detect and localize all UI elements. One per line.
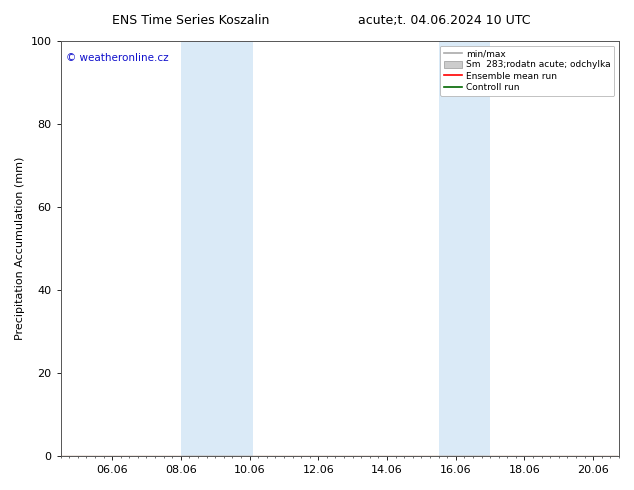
Bar — [181, 41, 253, 456]
Legend: min/max, Sm  283;rodatn acute; odchylka, Ensemble mean run, Controll run: min/max, Sm 283;rodatn acute; odchylka, … — [440, 46, 614, 96]
Bar — [439, 41, 490, 456]
Y-axis label: Precipitation Accumulation (mm): Precipitation Accumulation (mm) — [15, 157, 25, 340]
Text: ENS Time Series Koszalin: ENS Time Series Koszalin — [112, 14, 269, 27]
Text: © weatheronline.cz: © weatheronline.cz — [66, 53, 169, 64]
Text: acute;t. 04.06.2024 10 UTC: acute;t. 04.06.2024 10 UTC — [358, 14, 530, 27]
